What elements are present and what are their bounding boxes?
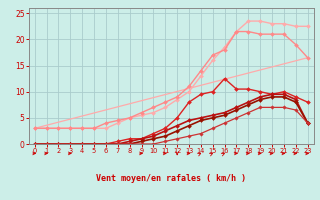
Text: Vent moyen/en rafales ( km/h ): Vent moyen/en rafales ( km/h ) [96, 174, 246, 183]
